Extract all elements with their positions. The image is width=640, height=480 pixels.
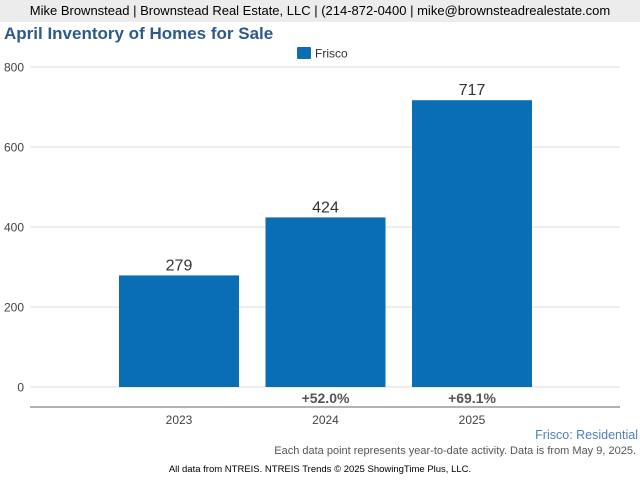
- y-tick-label: 200: [4, 301, 24, 315]
- chart-title: April Inventory of Homes for Sale: [4, 24, 274, 43]
- y-tick-label: 800: [4, 61, 24, 75]
- legend[interactable]: Frisco: [297, 47, 348, 61]
- bar-value-label-2024: 424: [312, 199, 339, 216]
- x-tick-label-2023: 2023: [166, 413, 193, 427]
- x-tick-label-2025: 2025: [459, 413, 486, 427]
- bar-value-label-2025: 717: [459, 82, 486, 99]
- contact-header: Mike Brownstead | Brownstead Real Estate…: [0, 0, 640, 22]
- bar-value-label-2023: 279: [166, 257, 193, 274]
- y-tick-label: 400: [4, 221, 24, 235]
- bars: [119, 100, 532, 387]
- data-source: All data from NTREIS. NTREIS Trends © 20…: [168, 464, 472, 475]
- legend-label-frisco: Frisco: [315, 47, 348, 61]
- legend-swatch-frisco: [297, 47, 311, 59]
- change-label-2024: +52.0%: [302, 390, 350, 406]
- bar-2024[interactable]: [265, 217, 386, 387]
- y-axis-ticks: 0 200 400 600 800: [4, 61, 24, 395]
- data-labels: 279 424 +52.0% 717 +69.1%: [166, 82, 497, 406]
- x-axis-ticks: 2023 2024 2025: [166, 413, 486, 427]
- change-label-2025: +69.1%: [448, 390, 496, 406]
- data-note: Each data point represents year-to-date …: [274, 445, 636, 457]
- y-tick-label: 0: [17, 381, 24, 395]
- bar-2025[interactable]: [412, 100, 532, 387]
- x-tick-label-2024: 2024: [312, 413, 339, 427]
- bar-2023[interactable]: [119, 275, 239, 387]
- y-tick-label: 600: [4, 141, 24, 155]
- series-footer-label: Frisco: Residential: [535, 428, 638, 442]
